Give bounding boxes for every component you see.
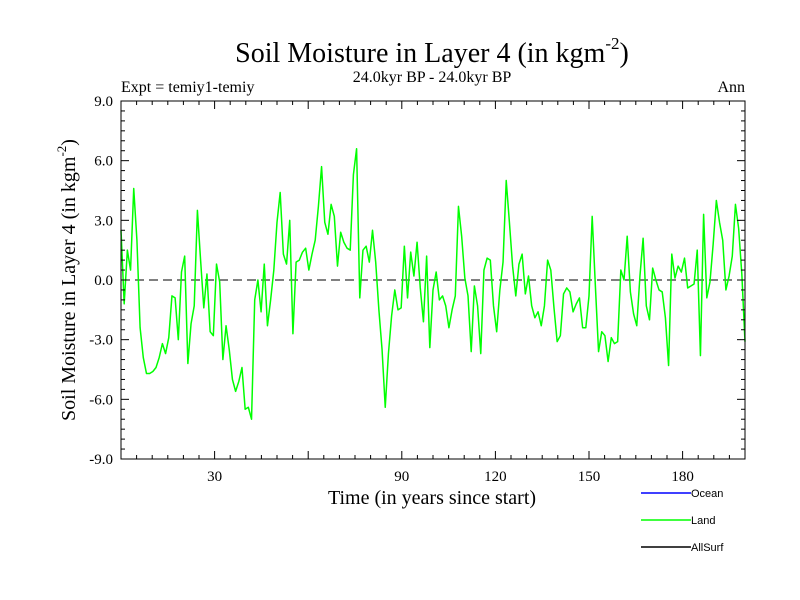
x-axis-label: Time (in years since start) [328,487,536,509]
legend-label-allsurf: AllSurf [691,542,724,554]
x-tick-label: 120 [484,469,507,485]
axis-ticks [121,101,745,459]
x-tick-label: 150 [578,469,601,485]
axis-tick-labels: 30 90 120 150 180 -9.0 -6.0 -3.0 0.0 3.0 6.0 9.0 [89,94,694,485]
y-axis-label: Soil Moisture in Layer 4 (in kgm-2) [54,139,80,421]
subtitle-right: Ann [717,79,745,96]
y-tick-label: -6.0 [89,392,113,408]
y-tick-label: 3.0 [94,213,113,229]
y-tick-label: -9.0 [89,452,113,468]
legend-label-land: Land [691,515,715,527]
subtitle-center: 24.0kyr BP - 24.0kyr BP [353,69,512,86]
legend-label-ocean: Ocean [691,488,723,500]
series-group [120,147,746,420]
x-tick-label: 30 [207,469,222,485]
x-tick-label: 180 [671,469,694,485]
legend: Ocean Land AllSurf [641,488,724,554]
subtitle-left: Expt = temiy1-temiy [121,79,254,96]
y-tick-label: 0.0 [94,273,113,289]
plot-frame [120,100,746,460]
chart-title: Soil Moisture in Layer 4 (in kgm-2) [235,34,629,69]
series-line-land [120,147,746,420]
y-tick-label: 9.0 [94,94,113,110]
y-tick-label: 6.0 [94,154,113,170]
x-tick-label: 90 [394,469,409,485]
y-tick-label: -3.0 [89,333,113,349]
